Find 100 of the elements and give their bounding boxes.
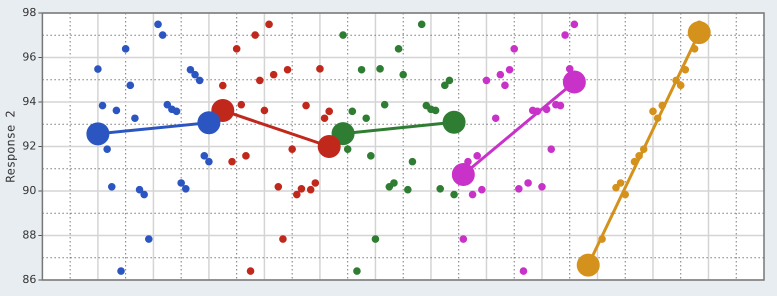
- point: [506, 66, 514, 74]
- y-tick-label: 92: [22, 139, 36, 152]
- point: [348, 108, 356, 116]
- point: [232, 45, 240, 53]
- point: [279, 235, 287, 243]
- point: [211, 98, 234, 122]
- point: [238, 100, 246, 108]
- point: [251, 31, 259, 39]
- point: [547, 145, 556, 153]
- point: [482, 76, 490, 84]
- point: [86, 122, 110, 146]
- point: [136, 186, 144, 194]
- point: [177, 179, 185, 187]
- point: [182, 184, 190, 193]
- point: [172, 108, 180, 116]
- point: [158, 31, 166, 39]
- point: [298, 184, 306, 193]
- point: [570, 20, 578, 28]
- point: [432, 106, 440, 114]
- point: [246, 267, 254, 275]
- point: [446, 76, 454, 84]
- point: [288, 145, 296, 153]
- y-tick-label: 90: [22, 184, 36, 197]
- point: [316, 65, 324, 73]
- point: [312, 179, 320, 187]
- point: [98, 102, 106, 110]
- point: [284, 66, 292, 74]
- point: [524, 179, 532, 187]
- y-tick-label: 96: [22, 50, 36, 64]
- point: [538, 182, 546, 191]
- point: [408, 158, 416, 166]
- point: [380, 100, 388, 108]
- point: [117, 267, 125, 275]
- point: [108, 182, 116, 191]
- point: [390, 179, 398, 187]
- point: [688, 21, 711, 44]
- point: [649, 108, 657, 116]
- point: [112, 106, 120, 114]
- point: [103, 145, 111, 153]
- point: [256, 76, 264, 84]
- y-tick-label: 98: [22, 6, 36, 19]
- point: [260, 106, 268, 114]
- point: [332, 122, 355, 146]
- point: [520, 267, 528, 275]
- point: [131, 114, 139, 122]
- point: [200, 152, 208, 160]
- point: [144, 235, 153, 243]
- point: [418, 20, 426, 28]
- point: [394, 45, 402, 53]
- y-axis-title: Response 2: [3, 110, 18, 183]
- point: [386, 182, 394, 191]
- point: [515, 184, 523, 193]
- point: [436, 184, 444, 193]
- point: [140, 190, 148, 198]
- point: [242, 152, 250, 160]
- point: [452, 163, 475, 186]
- point: [358, 66, 366, 74]
- y-tick-label: 88: [22, 228, 36, 242]
- point: [353, 267, 361, 275]
- point: [126, 82, 134, 90]
- point: [197, 111, 220, 134]
- point: [362, 114, 370, 122]
- point: [306, 186, 314, 194]
- point: [561, 31, 569, 39]
- point: [450, 190, 458, 198]
- point: [367, 152, 375, 160]
- point: [460, 235, 468, 243]
- point: [265, 20, 273, 28]
- point: [163, 100, 172, 108]
- point: [372, 235, 380, 243]
- point: [191, 70, 199, 78]
- point: [441, 82, 449, 90]
- point: [228, 158, 236, 166]
- point: [293, 190, 301, 198]
- point: [399, 70, 407, 78]
- point: [270, 70, 278, 78]
- point: [274, 182, 282, 191]
- point: [320, 114, 328, 122]
- point: [404, 186, 412, 194]
- point: [376, 65, 384, 73]
- point: [325, 108, 333, 116]
- point: [501, 82, 509, 90]
- point: [302, 102, 310, 110]
- point: [468, 190, 476, 198]
- point: [616, 179, 624, 187]
- point: [344, 145, 352, 153]
- point: [122, 45, 130, 53]
- point: [556, 102, 564, 110]
- point: [318, 135, 341, 158]
- point: [478, 186, 486, 194]
- point: [473, 152, 482, 160]
- point: [94, 65, 102, 73]
- point: [219, 82, 227, 90]
- point: [205, 158, 213, 166]
- point: [510, 45, 518, 53]
- point: [442, 110, 466, 134]
- point: [612, 184, 620, 192]
- y-tick-label: 86: [22, 272, 36, 286]
- point: [154, 20, 162, 28]
- point: [496, 70, 504, 78]
